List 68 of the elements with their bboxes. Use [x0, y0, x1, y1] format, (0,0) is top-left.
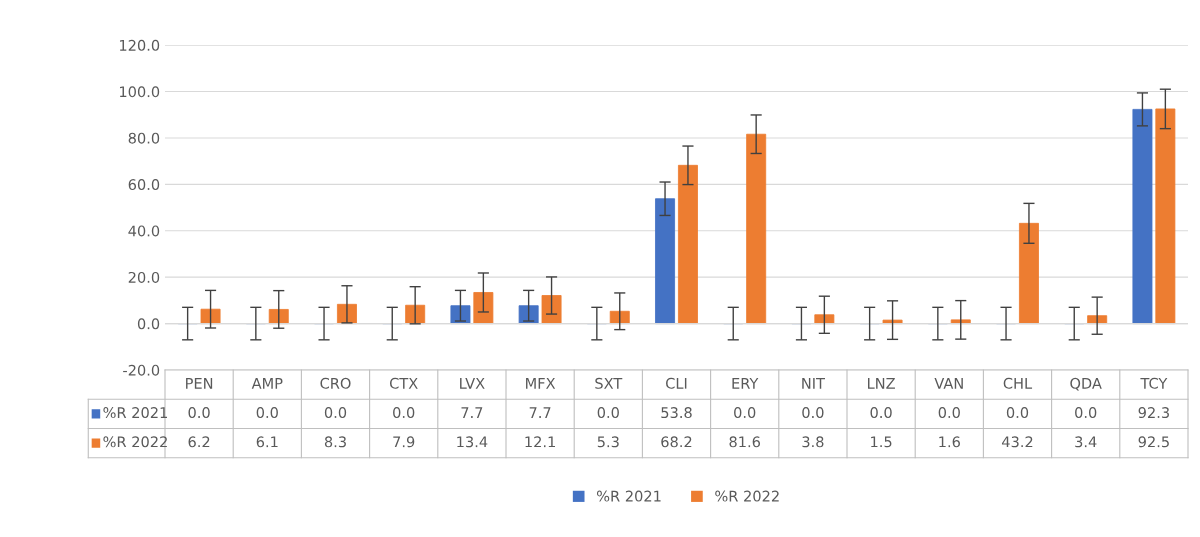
data-label: 0.0: [324, 407, 347, 419]
data-label: 92.5: [1138, 436, 1169, 448]
data-label: 0.0: [1006, 407, 1029, 419]
x-tick-label: CHL: [1003, 377, 1033, 389]
x-tick-label: CTX: [389, 377, 418, 389]
bar: [746, 133, 767, 324]
x-tick-label: CLI: [666, 377, 687, 389]
data-label: 81.6: [729, 436, 761, 448]
data-label: 0.0: [597, 407, 619, 419]
data-label: 1.5: [871, 436, 892, 448]
data-label: 8.3: [324, 436, 346, 448]
data-label: 5.3: [597, 436, 619, 448]
bar: [1132, 108, 1153, 324]
y-tick-label: 20.0: [128, 271, 160, 283]
data-label: 0.0: [256, 407, 278, 419]
legend-label: %R 2021: [103, 407, 167, 419]
text: %R 2021: [596, 490, 661, 502]
data-label: 3.4: [1075, 436, 1097, 448]
y-tick-label: 100.0: [119, 86, 160, 98]
x-tick-label: SXT: [595, 377, 623, 389]
bar: [655, 198, 676, 324]
y-tick-label: 80.0: [128, 132, 160, 144]
data-label: 12.1: [525, 436, 555, 448]
data-label: 0.0: [1075, 407, 1097, 419]
data-label: 53.8: [661, 407, 692, 419]
data-label: 7.9: [393, 436, 415, 448]
data-label: 0.0: [870, 407, 892, 419]
data-label: 6.2: [188, 436, 210, 448]
bar: [1018, 222, 1039, 324]
y-tick-label: -20.0: [123, 364, 160, 376]
y-tick-label: 120.0: [119, 39, 160, 51]
x-tick-label: QDA: [1070, 377, 1102, 391]
x-tick-label: CRO: [320, 377, 351, 389]
data-label: 0.0: [734, 407, 756, 419]
data-label: 0.0: [802, 407, 824, 419]
bar: [473, 292, 494, 324]
data-label: 0.0: [188, 407, 210, 419]
data-label: 3.8: [802, 436, 824, 448]
x-tick-label: PEN: [186, 378, 213, 389]
data-label: 7.7: [461, 407, 483, 418]
x-tick-label: NIT: [802, 378, 825, 389]
x-tick-label: AMP: [251, 378, 283, 389]
data-label: 13.4: [457, 436, 488, 448]
y-tick-label: 0.0: [137, 318, 160, 330]
bar: [882, 319, 903, 324]
x-tick-label: TCY: [1140, 377, 1168, 389]
y-tick-label: 40.0: [128, 225, 160, 237]
data-label: 7.7: [529, 407, 551, 418]
bar: [677, 164, 698, 324]
x-tick-label: MFX: [526, 378, 556, 389]
legend-label: %R 2022: [103, 436, 167, 448]
bar: [1155, 108, 1176, 324]
data-label: 6.1: [256, 436, 278, 448]
data-label: 0.0: [938, 407, 960, 419]
data-label: 0.0: [393, 407, 415, 419]
x-tick-label: VAN: [934, 378, 963, 389]
x-tick-label: ERY: [732, 378, 759, 389]
data-label: 92.3: [1138, 407, 1169, 419]
y-tick-label: 60.0: [128, 179, 160, 191]
x-tick-label: LNZ: [868, 378, 895, 389]
data-label: 68.2: [661, 436, 692, 448]
bar: [814, 314, 835, 324]
data-label: 43.2: [1001, 436, 1033, 448]
data-label: 1.6: [939, 436, 960, 448]
x-tick-label: LVX: [460, 378, 485, 389]
bar: [541, 295, 562, 324]
text: %R 2022: [715, 490, 779, 502]
bar: [200, 308, 221, 324]
